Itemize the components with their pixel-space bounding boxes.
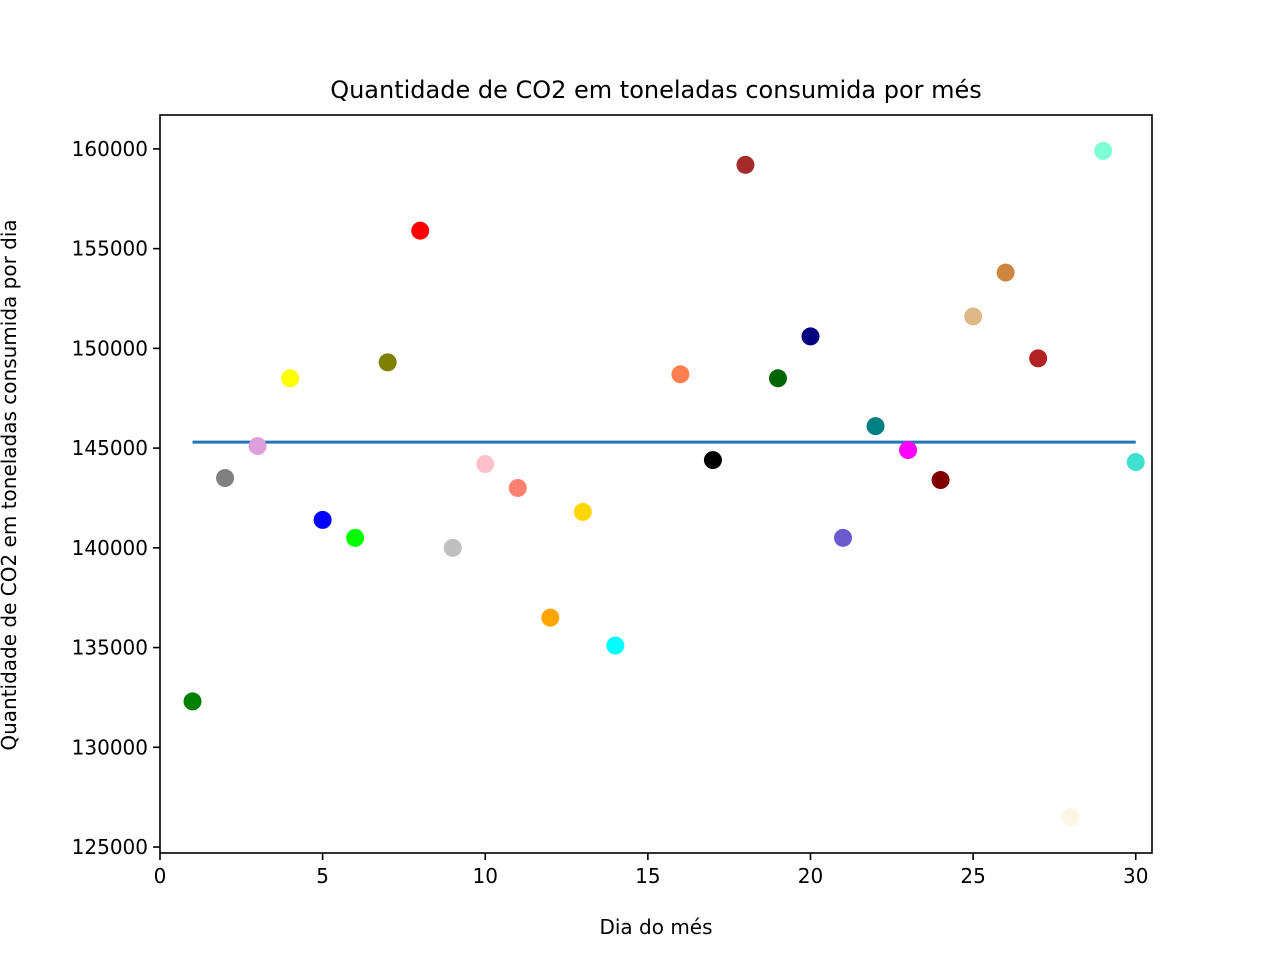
y-tick-label: 130000 bbox=[72, 735, 148, 759]
data-point bbox=[703, 451, 722, 470]
data-point bbox=[183, 692, 202, 711]
y-axis-label: Quantidade de CO2 em toneladas consumida… bbox=[0, 219, 21, 750]
data-point bbox=[834, 528, 853, 547]
data-point bbox=[313, 510, 332, 529]
data-point bbox=[899, 441, 918, 460]
y-tick-label: 135000 bbox=[72, 636, 148, 660]
y-tick-label: 160000 bbox=[72, 137, 148, 161]
x-tick-label: 20 bbox=[798, 864, 823, 888]
data-point bbox=[541, 608, 560, 627]
data-point bbox=[281, 369, 300, 388]
x-axis-label: Dia do més bbox=[599, 915, 712, 939]
data-point bbox=[1029, 349, 1048, 368]
data-point bbox=[768, 369, 787, 388]
data-point bbox=[606, 636, 625, 655]
x-tick-label: 0 bbox=[154, 864, 167, 888]
data-point bbox=[736, 155, 755, 174]
axis-ticks: 0 5 10 15 20 25 30 125000 130000 135000 140000 1450… bbox=[72, 137, 1149, 888]
data-point bbox=[996, 263, 1015, 282]
y-tick-label: 125000 bbox=[72, 835, 148, 859]
data-point bbox=[573, 502, 592, 521]
x-tick-label: 30 bbox=[1123, 864, 1148, 888]
data-point bbox=[476, 455, 495, 474]
plot-frame bbox=[159, 114, 1153, 854]
x-tick-label: 5 bbox=[316, 864, 329, 888]
y-tick-label: 155000 bbox=[72, 237, 148, 261]
x-tick-label: 15 bbox=[635, 864, 660, 888]
chart-title: Quantidade de CO2 em toneladas consumida… bbox=[330, 76, 982, 104]
data-point bbox=[1126, 453, 1145, 472]
y-tick-label: 150000 bbox=[72, 336, 148, 360]
x-tick-label: 10 bbox=[473, 864, 498, 888]
data-point bbox=[1061, 808, 1080, 827]
data-point bbox=[216, 469, 235, 488]
series-layer bbox=[183, 141, 1145, 827]
data-point bbox=[671, 365, 690, 384]
data-point bbox=[1094, 141, 1113, 160]
data-point bbox=[801, 327, 820, 346]
data-point bbox=[346, 528, 365, 547]
x-tick-label: 25 bbox=[960, 864, 985, 888]
y-tick-label: 140000 bbox=[72, 536, 148, 560]
data-point bbox=[964, 307, 983, 326]
y-tick-label: 145000 bbox=[72, 436, 148, 460]
data-point bbox=[443, 538, 462, 557]
data-point bbox=[866, 417, 885, 436]
data-point bbox=[931, 471, 950, 490]
data-point bbox=[378, 353, 397, 372]
data-point bbox=[248, 437, 267, 456]
data-point bbox=[411, 221, 430, 240]
data-point bbox=[508, 478, 527, 497]
